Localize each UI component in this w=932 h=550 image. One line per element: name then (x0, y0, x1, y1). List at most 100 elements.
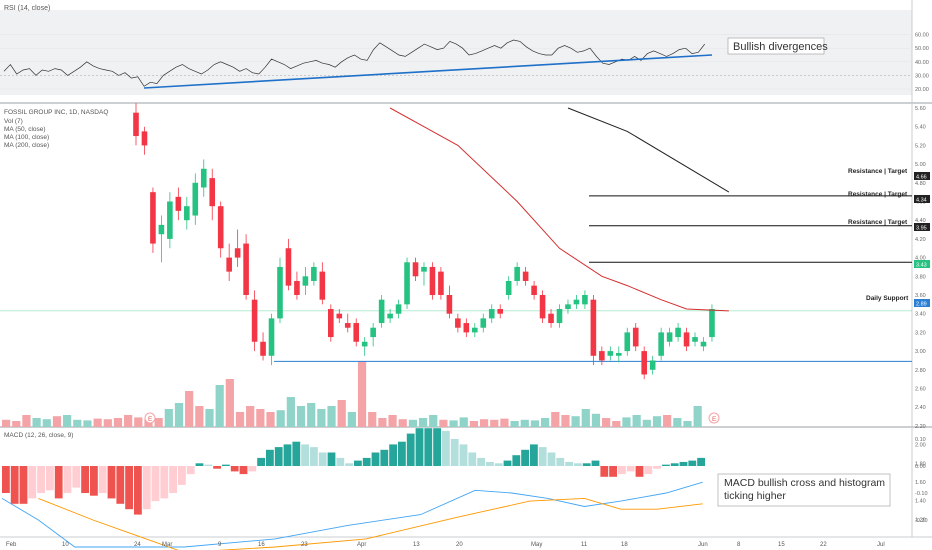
level-value-1: 4.66 (916, 175, 927, 181)
candle-body (480, 318, 487, 328)
candle-body (666, 332, 673, 342)
time-axis-label: 22 (820, 542, 827, 548)
volume-bar (235, 412, 245, 427)
price-tick-label: 4.40 (915, 218, 926, 224)
rsi-panel-top (0, 0, 912, 10)
candle-body (141, 131, 148, 146)
price-tick-label: 4.00 (915, 256, 926, 262)
time-axis-label: Jul (877, 542, 885, 548)
signal-line (38, 497, 703, 550)
price-tick-label: 4.20 (915, 237, 926, 243)
level-label-2: Resistance | Target (848, 191, 908, 198)
volume-bar (22, 415, 31, 427)
volume-bar (459, 417, 468, 427)
macd-histogram-bar (46, 466, 54, 491)
volume-bar (612, 421, 621, 427)
macd-tick-label: -0.20 (915, 518, 928, 524)
volume-bar (174, 403, 184, 427)
macd-histogram-bar (415, 428, 424, 466)
macd-histogram-bar (433, 428, 441, 466)
macd-histogram-bar (424, 428, 433, 466)
candle-body (497, 309, 504, 314)
candle-body (234, 248, 241, 258)
volume-bar (266, 412, 275, 427)
macd-title: MACD (12, 26, close, 9) (4, 432, 73, 439)
volume-group (2, 361, 702, 427)
macd-histogram-bar (362, 457, 371, 466)
candle-body (632, 327, 639, 347)
level-label-3: Resistance | Target (848, 219, 908, 226)
volume-bar (12, 421, 21, 427)
macd-histogram-bar (239, 466, 248, 475)
macd-histogram-bar (398, 441, 406, 466)
macd-histogram-bar (160, 466, 169, 499)
rsi-line (3, 39, 705, 87)
time-axis-label: 16 (258, 542, 265, 548)
macd-histogram-bar (204, 464, 213, 466)
candle-body (150, 192, 156, 244)
macd-histogram-bar (468, 452, 477, 466)
level-value-2: 4.34 (916, 198, 927, 204)
price-tick-label: 1.20 (915, 517, 926, 523)
macd-histogram-bar (644, 466, 653, 475)
macd-histogram-bar (670, 463, 679, 466)
level-tag-4 (914, 299, 930, 307)
earnings-marker-2[interactable] (708, 412, 720, 424)
volume-bar (286, 397, 295, 427)
candle-body (251, 299, 258, 342)
rsi-group (0, 34, 912, 90)
legend-ma50: MA (50, close) (4, 126, 46, 133)
macd-histogram-bar (626, 466, 635, 472)
volume-bar (103, 419, 112, 427)
time-axis-label: 18 (621, 542, 628, 548)
macd-tick-label: -0.10 (915, 491, 928, 497)
candle-body (658, 332, 664, 356)
macd-line (1, 481, 703, 548)
volume-bar (52, 416, 62, 427)
rsi-tick-label: 30.00 (915, 73, 929, 79)
macd-histogram-bar (142, 466, 151, 510)
macd-histogram-bar (318, 452, 327, 466)
macd-histogram-bar (380, 449, 389, 466)
volume-bar (205, 409, 214, 427)
price-tick-label: 3.80 (915, 274, 926, 280)
rsi-annotation-box (727, 37, 825, 55)
volume-bar (378, 418, 387, 427)
price-tick-label: 2.40 (915, 405, 926, 411)
volume-bar (469, 421, 479, 427)
macd-histogram-bar (556, 457, 565, 466)
macd-annotation-line1: MACD bullish cross and histogram (724, 477, 885, 489)
candle-body (421, 266, 427, 272)
macd-histogram-bar (336, 457, 345, 466)
candle-body (328, 309, 334, 338)
candle-body (472, 327, 478, 333)
time-axis-label: 23 (301, 542, 308, 548)
macd-histogram-bar (37, 466, 45, 493)
macd-histogram-bar (547, 452, 556, 466)
time-axis-label: Feb (6, 542, 17, 548)
candle-body (455, 318, 461, 328)
earnings-marker-1[interactable] (144, 412, 156, 424)
volume-bar (347, 412, 356, 427)
candle-body (209, 178, 216, 207)
candle-body (675, 327, 681, 338)
macd-histogram-bar (477, 457, 485, 466)
candle-body (556, 309, 563, 324)
macd-histogram-bar (274, 447, 283, 466)
price-tick-label: 5.20 (915, 143, 926, 149)
macd-histogram-bar (653, 466, 661, 469)
level-value-3: 3.95 (916, 226, 927, 232)
candle-body (133, 112, 139, 137)
macd-histogram-bar (521, 449, 529, 466)
time-axis-label: 8 (737, 542, 741, 548)
macd-histogram-bar (538, 447, 547, 466)
volume-bar (408, 419, 417, 427)
volume-bar (113, 418, 123, 427)
price-tick-label: 3.20 (915, 330, 926, 336)
volume-bar (571, 416, 580, 427)
macd-histogram-bar (486, 461, 494, 466)
time-axis-label: Jun (698, 542, 708, 548)
candle-body (565, 304, 571, 310)
candle-body (582, 295, 588, 305)
